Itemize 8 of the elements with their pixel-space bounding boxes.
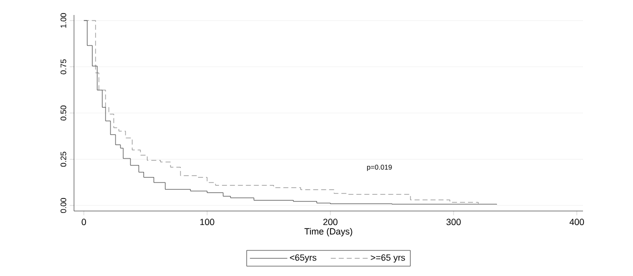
x-tick-label: 200 xyxy=(323,218,338,226)
x-tick-label: 100 xyxy=(200,218,214,226)
x-tick-label: 0 xyxy=(82,218,86,226)
x-tick-label: 400 xyxy=(570,218,584,226)
x-tick-label: 300 xyxy=(446,218,461,226)
legend-label: >=65 yrs xyxy=(370,254,405,263)
legend-label: <65yrs xyxy=(290,254,316,263)
x-axis-title: Time (Days) xyxy=(304,228,352,236)
